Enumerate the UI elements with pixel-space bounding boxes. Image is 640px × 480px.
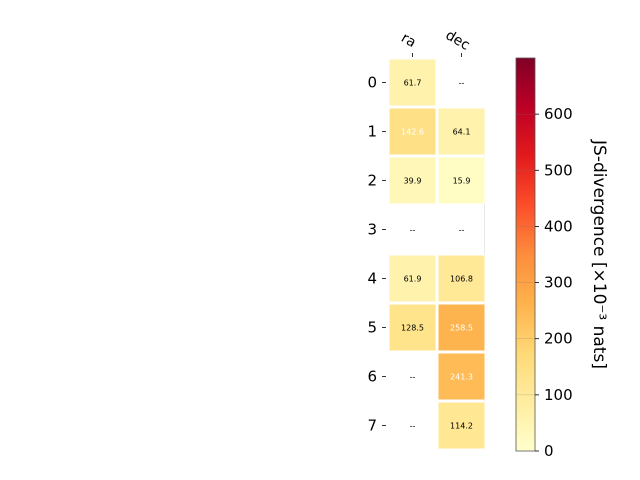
heatmap-cell (388, 303, 437, 352)
row-label: 7 (367, 417, 377, 435)
heatmap-cell (437, 156, 486, 205)
row-label: 6 (367, 368, 377, 386)
row-label: 4 (367, 270, 377, 288)
heatmap-cell (437, 401, 486, 450)
cell-value-label: 106.8 (450, 275, 473, 284)
cell-value-label: 241.3 (450, 373, 473, 382)
cell-value-label: -- (410, 373, 416, 382)
cell-value-label: 15.9 (453, 177, 471, 186)
colorbar-gradient (515, 57, 536, 452)
row-label: 5 (367, 319, 377, 337)
colorbar-tick-label: 0 (544, 442, 554, 460)
cell-value-label: 258.5 (450, 324, 473, 333)
cell-value-label: -- (410, 422, 416, 431)
heatmap-cell (437, 107, 486, 156)
cell-value-label: 128.5 (401, 324, 424, 333)
column-label: ra (398, 30, 418, 51)
colorbar-label: JS-divergence [×10⁻³ nats] (589, 139, 609, 369)
heatmap-cell (388, 107, 437, 156)
heatmap-cell (437, 303, 486, 352)
row-label: 1 (367, 123, 377, 141)
colorbar-tick-label: 100 (544, 386, 573, 404)
colorbar-tick-label: 200 (544, 330, 573, 348)
heatmap-cell (388, 156, 437, 205)
colorbar-tick-label: 400 (544, 217, 573, 235)
heatmap-cell (388, 254, 437, 303)
column-label: dec (443, 27, 473, 53)
heatmap-cell (388, 58, 437, 107)
column-labels: ra dec (398, 27, 472, 57)
heatmap-cell (437, 352, 486, 401)
colorbar-tick-label: 500 (544, 161, 573, 179)
cell-value-label: 39.9 (404, 177, 422, 186)
colorbar: 0 100 200 300 400 500 600 JS-divergence [×10⁻³… (515, 57, 609, 460)
row-label: 3 (367, 221, 377, 239)
cell-value-label: -- (459, 226, 465, 235)
cell-value-label: 64.1 (453, 128, 471, 137)
colorbar-tick-label: 300 (544, 274, 573, 292)
cell-value-label: 114.2 (450, 422, 473, 431)
colorbar-tick-label: 600 (544, 105, 573, 123)
colorbar-ticks: 0 100 200 300 400 500 600 (516, 105, 573, 460)
heatmap-cell (437, 254, 486, 303)
row-labels: 0 1 2 3 4 5 6 7 (367, 74, 386, 435)
cell-value-label: 61.9 (404, 275, 422, 284)
row-label: 0 (367, 74, 377, 92)
heatmap-cells: 61.7 -- 142.6 64.1 39.9 15.9 -- -- 61.9 106.8 128.… (388, 58, 486, 450)
cell-value-label: -- (459, 79, 465, 88)
row-label: 2 (367, 172, 377, 190)
cell-value-label: 142.6 (401, 128, 424, 137)
cell-value-label: -- (410, 226, 416, 235)
cell-value-label: 61.7 (404, 79, 422, 88)
